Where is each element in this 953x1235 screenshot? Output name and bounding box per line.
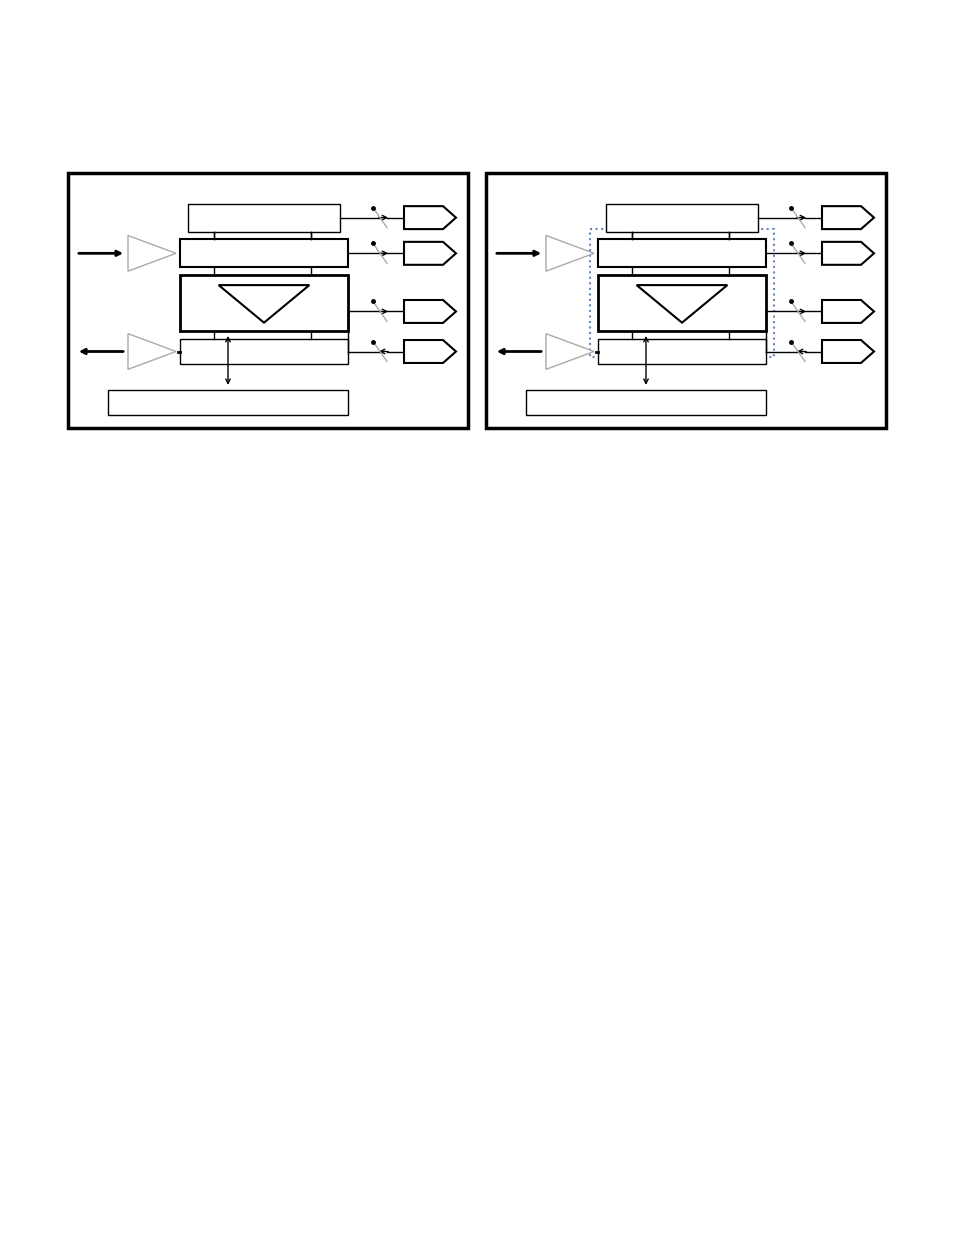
Polygon shape bbox=[403, 206, 456, 230]
Bar bbox=[589, 230, 773, 357]
Bar bbox=[188, 204, 339, 232]
Bar bbox=[598, 338, 765, 364]
Polygon shape bbox=[218, 285, 309, 322]
Polygon shape bbox=[821, 340, 873, 363]
Polygon shape bbox=[403, 300, 456, 322]
Bar bbox=[525, 390, 765, 415]
Bar bbox=[180, 240, 348, 267]
Bar bbox=[108, 390, 348, 415]
Bar bbox=[598, 275, 765, 331]
Polygon shape bbox=[821, 242, 873, 264]
Polygon shape bbox=[821, 300, 873, 322]
Polygon shape bbox=[545, 236, 594, 272]
Bar bbox=[180, 275, 348, 331]
Polygon shape bbox=[636, 285, 726, 322]
Polygon shape bbox=[403, 242, 456, 264]
Polygon shape bbox=[128, 236, 175, 272]
Bar bbox=[598, 240, 765, 267]
Bar bbox=[180, 338, 348, 364]
Polygon shape bbox=[821, 206, 873, 230]
Polygon shape bbox=[403, 340, 456, 363]
Bar bbox=[605, 204, 758, 232]
Bar bbox=[485, 173, 885, 429]
Bar bbox=[68, 173, 468, 429]
Polygon shape bbox=[128, 333, 175, 369]
Polygon shape bbox=[545, 333, 594, 369]
